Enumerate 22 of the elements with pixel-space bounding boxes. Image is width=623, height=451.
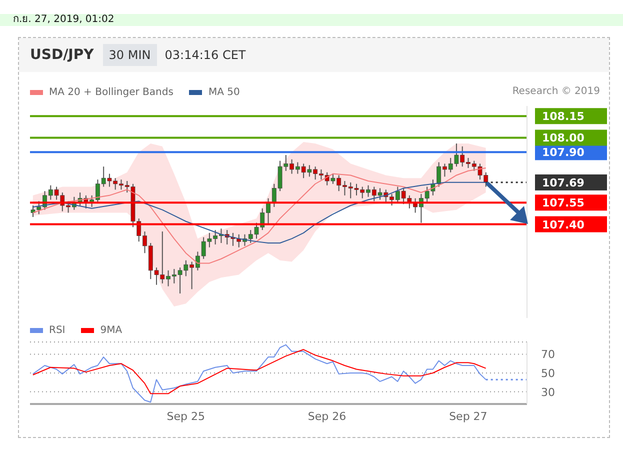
line-series	[32, 349, 486, 394]
y-tick-label: 108.00	[542, 132, 585, 145]
y-tick-label: 30	[541, 386, 555, 399]
y-tick-label: 107.69	[542, 176, 584, 190]
x-tick-label: Sep 27	[449, 410, 488, 423]
legend-label: MA 20 + Bollinger Bands	[49, 87, 174, 98]
y-tick-label: 107.90	[542, 146, 585, 160]
y-tick-label: 50	[541, 367, 555, 380]
chart-subtitle: 03:14:16 CET	[164, 48, 246, 62]
x-tick-label: Sep 25	[166, 410, 205, 423]
legend-label: MA 50	[208, 87, 240, 98]
y-tick-label: 107.55	[542, 196, 584, 210]
chart-title: USD/JPY	[30, 47, 94, 63]
text: Research © 2019	[512, 86, 600, 99]
text: ก.ย. 27, 2019, 01:02	[0, 14, 623, 26]
x-tick-label: Sep 26	[308, 410, 346, 423]
text: 30 MIN	[102, 44, 157, 66]
y-tick-label: 108.15	[542, 110, 584, 124]
legend-label: RSI	[49, 325, 66, 336]
y-tick-label: 70	[541, 348, 555, 362]
legend-label: 9MA	[100, 325, 122, 336]
y-tick-label: 107.40	[542, 218, 585, 232]
